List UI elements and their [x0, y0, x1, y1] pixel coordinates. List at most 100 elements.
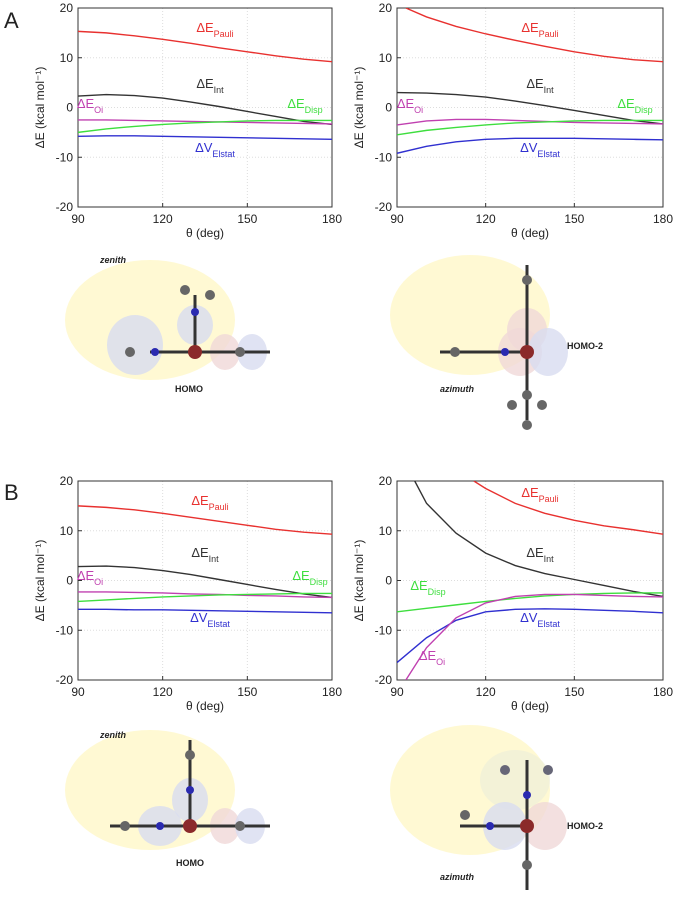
series-line	[397, 119, 663, 136]
series-line	[78, 135, 332, 141]
series-subscript: Int	[544, 85, 555, 95]
molecule-label: HOMO-2	[567, 821, 603, 831]
series-subscript: Int	[209, 554, 220, 564]
series-name: ΔE	[292, 568, 310, 583]
molecule-label: azimuth	[440, 872, 475, 882]
series-subscript: Oi	[414, 105, 423, 115]
series-line	[397, 91, 663, 125]
y-tick-label: 0	[66, 574, 73, 588]
y-tick-label: 0	[385, 101, 392, 115]
y-axis-label: ΔE (kcal mol⁻¹)	[352, 67, 366, 149]
x-tick-label: 120	[476, 212, 496, 226]
series-name: ΔE	[191, 545, 209, 560]
molecule-b-right	[390, 725, 567, 890]
y-tick-label: -20	[56, 673, 74, 687]
x-tick-label: 150	[564, 212, 584, 226]
series-line	[78, 93, 332, 126]
x-axis-label: θ (deg)	[186, 699, 224, 713]
x-tick-label: 90	[390, 212, 404, 226]
series-subscript: Disp	[305, 105, 323, 115]
series-label: ΔVElstat	[520, 610, 560, 629]
series-subscript: Elstat	[212, 149, 235, 159]
panel-label: B	[4, 480, 19, 505]
series-label: ΔEPauli	[191, 493, 228, 512]
series-line	[414, 481, 663, 598]
series-label: ΔEPauli	[521, 20, 558, 39]
y-tick-label: 10	[60, 51, 74, 65]
panel-label: A	[4, 8, 19, 33]
y-tick-label: 10	[60, 524, 74, 538]
x-tick-label: 180	[653, 212, 673, 226]
molecule-label: azimuth	[440, 384, 475, 394]
y-axis-label: ΔE (kcal mol⁻¹)	[33, 67, 47, 149]
series-name: ΔE	[419, 648, 437, 663]
x-tick-label: 180	[653, 685, 673, 699]
series-label: ΔEDisp	[617, 96, 652, 115]
series-label: ΔEPauli	[196, 20, 233, 39]
molecule-a-right	[390, 255, 568, 430]
series-label: ΔEInt	[526, 545, 554, 564]
series-subscript: Elstat	[207, 619, 230, 629]
x-tick-label: 120	[153, 212, 173, 226]
y-tick-label: 20	[60, 1, 74, 15]
chart: -20 -10 0 10 20 90 120 150 180 θ (deg) ΔE (kcal mo…	[33, 1, 342, 240]
series-label: ΔEOi	[77, 96, 103, 115]
series-name: ΔE	[191, 493, 209, 508]
series-line	[397, 608, 663, 664]
y-tick-label: 0	[385, 574, 392, 588]
x-tick-label: 180	[322, 685, 342, 699]
y-tick-label: -20	[375, 200, 393, 214]
series-subscript: Pauli	[539, 494, 559, 504]
series-name: ΔE	[287, 96, 305, 111]
x-axis-label: θ (deg)	[186, 226, 224, 240]
molecule-label: zenith	[99, 730, 127, 740]
series-subscript: Int	[544, 554, 555, 564]
series-name: ΔV	[520, 610, 538, 625]
x-tick-label: 90	[390, 685, 404, 699]
series-label: ΔVElstat	[520, 140, 560, 159]
y-tick-label: 10	[379, 524, 393, 538]
series-line	[78, 119, 332, 125]
y-tick-label: -20	[375, 673, 393, 687]
series-name: ΔV	[520, 140, 538, 155]
y-axis-label: ΔE (kcal mol⁻¹)	[352, 540, 366, 622]
series-subscript: Pauli	[209, 502, 229, 512]
series-label: ΔEOi	[77, 568, 103, 587]
x-tick-label: 150	[564, 685, 584, 699]
x-tick-label: 90	[71, 212, 85, 226]
series-subscript: Elstat	[537, 619, 560, 629]
series-line	[397, 592, 663, 613]
series-subscript: Elstat	[537, 149, 560, 159]
series-line	[78, 592, 332, 603]
series-name: ΔE	[521, 485, 539, 500]
molecule-label: HOMO	[175, 384, 203, 394]
series-subscript: Oi	[94, 105, 103, 115]
y-tick-label: -10	[375, 623, 393, 637]
molecule-a-left	[65, 260, 270, 380]
y-tick-label: 20	[60, 474, 74, 488]
chart: -20 -10 0 10 20 90 120 150 180 θ (deg) ΔE (kcal mo…	[33, 474, 342, 713]
y-tick-label: -20	[56, 200, 74, 214]
x-axis-label: θ (deg)	[511, 699, 549, 713]
series-label: ΔVElstat	[195, 140, 235, 159]
series-name: ΔE	[410, 578, 428, 593]
series-label: ΔEInt	[196, 76, 224, 95]
chart: -20 -10 0 10 20 90 120 150 180 θ (deg) ΔE (kcal mo…	[352, 1, 673, 240]
series-line	[78, 119, 332, 134]
series-label: ΔEDisp	[292, 568, 327, 587]
molecule-label: zenith	[99, 255, 127, 265]
plot-frame	[77, 480, 333, 681]
series-subscript: Disp	[428, 587, 446, 597]
series-name: ΔE	[77, 568, 95, 583]
series-line	[405, 8, 663, 63]
series-label: ΔEOi	[419, 648, 445, 667]
series-line	[397, 137, 663, 154]
series-label: ΔVElstat	[190, 610, 230, 629]
molecule-label: HOMO-2	[567, 341, 603, 351]
x-tick-label: 150	[237, 212, 257, 226]
plot-frame	[396, 480, 664, 681]
series-subscript: Oi	[94, 577, 103, 587]
series-line	[78, 608, 332, 614]
y-tick-label: -10	[56, 623, 74, 637]
series-label: ΔEDisp	[410, 578, 445, 597]
